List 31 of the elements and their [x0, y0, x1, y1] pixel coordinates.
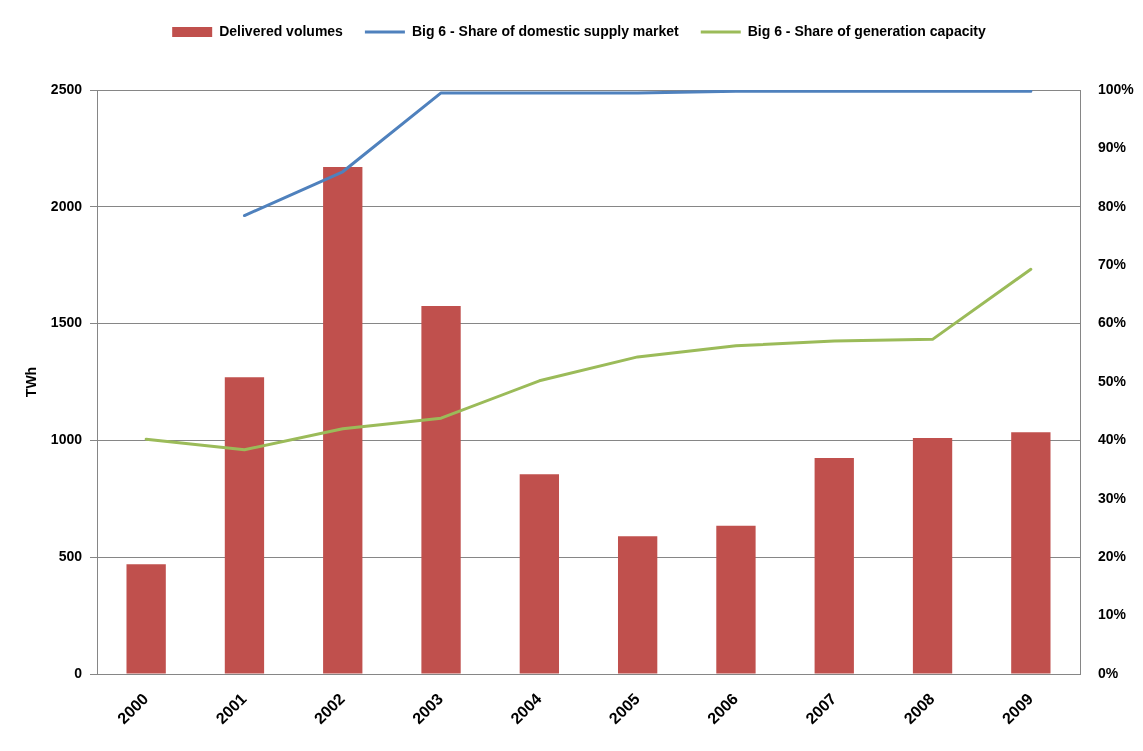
bar: [224, 377, 265, 674]
bar: [814, 457, 854, 674]
bar: [617, 536, 658, 674]
y2-tick-label: 10%: [1098, 606, 1127, 623]
y2-tick-label: 60%: [1098, 314, 1127, 331]
bar: [912, 438, 953, 674]
bar: [716, 525, 756, 674]
legend-label: Big 6 - Share of generation capacity: [747, 22, 987, 39]
bar: [323, 167, 363, 674]
y-axis-title: TWh: [23, 366, 40, 398]
y2-tick-label: 30%: [1098, 489, 1127, 506]
y2-tick-label: 20%: [1098, 548, 1127, 565]
bar: [126, 564, 166, 674]
y2-tick-label: 80%: [1098, 197, 1127, 214]
y-tick-label: 1000: [50, 431, 83, 448]
y-tick-label: 2500: [50, 80, 83, 97]
y2-tick-label: 70%: [1098, 256, 1127, 273]
y2-tick-label: 50%: [1098, 372, 1127, 389]
y-tick-label: 500: [58, 548, 83, 565]
y2-tick-label: 100%: [1098, 80, 1135, 97]
y2-tick-label: 40%: [1098, 431, 1127, 448]
y-tick-label: 2000: [50, 197, 83, 214]
bar: [519, 474, 560, 674]
y2-tick-label: 0%: [1098, 664, 1119, 681]
bar: [1011, 432, 1051, 674]
y2-tick-label: 90%: [1098, 139, 1127, 156]
bar: [421, 306, 461, 674]
legend-label: Delivered volumes: [219, 22, 344, 39]
y-tick-label: 0: [74, 664, 83, 681]
y-tick-label: 1500: [50, 314, 83, 331]
legend-label: Big 6 - Share of domestic supply market: [411, 22, 680, 39]
